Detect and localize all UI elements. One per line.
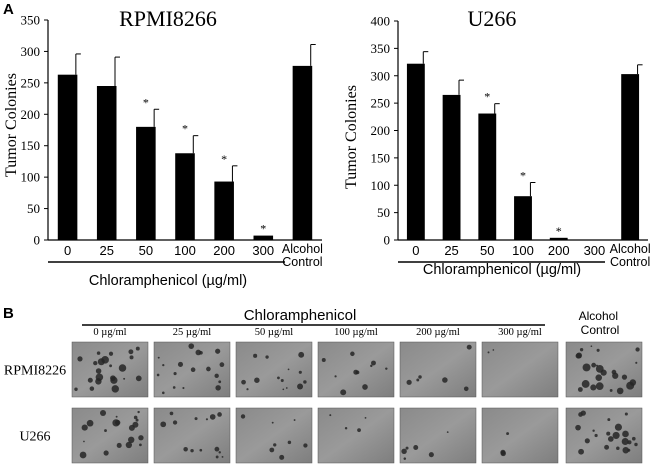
significance-marker: * bbox=[143, 95, 149, 109]
concentration-label: 300 µg/ml bbox=[498, 327, 542, 338]
micrograph-image bbox=[153, 407, 231, 464]
x-tick-label: Alcohol Control bbox=[282, 242, 323, 269]
micrograph-panel: Chloramphenicol 0 µg/ml 25 µg/ml 50 µg/ml 1… bbox=[4, 307, 643, 464]
concentration-label: 200 µg/ml bbox=[416, 327, 460, 338]
x-tick-label: 25 bbox=[99, 243, 113, 258]
y-tick-label: 350 bbox=[21, 13, 41, 28]
x-tick-label: 300 bbox=[252, 243, 274, 258]
micrograph-image bbox=[153, 341, 231, 398]
y-tick-label: 300 bbox=[21, 44, 41, 59]
y-tick-label: 200 bbox=[21, 107, 41, 122]
x-tick-label: 100 bbox=[174, 243, 196, 258]
y-tick-label: 150 bbox=[21, 138, 41, 153]
significance-marker: * bbox=[520, 169, 526, 183]
x-tick-label: 25 bbox=[444, 243, 458, 258]
y-tick-label: 350 bbox=[371, 41, 391, 56]
significance-marker: * bbox=[484, 90, 490, 104]
x-tick-label: 200 bbox=[213, 243, 235, 258]
x-tick-label: 0 bbox=[412, 243, 419, 258]
bar bbox=[549, 237, 568, 240]
y-tick-label: 250 bbox=[21, 75, 41, 90]
concentration-label: 100 µg/ml bbox=[334, 327, 378, 338]
micrograph-image bbox=[399, 341, 477, 398]
bar bbox=[136, 126, 156, 240]
cell-line-label: U266 bbox=[19, 430, 50, 445]
bar bbox=[96, 86, 117, 240]
x-tick-label: 200 bbox=[548, 243, 570, 258]
micrograph-image bbox=[317, 341, 395, 398]
micrograph-image bbox=[235, 407, 313, 464]
bar bbox=[292, 65, 313, 240]
group-label: Chloramphenicol bbox=[244, 307, 357, 324]
y-tick-label: 100 bbox=[371, 178, 391, 193]
chart-title: RPMI8266 bbox=[119, 6, 217, 31]
y-tick-label: 150 bbox=[371, 150, 391, 165]
panel-b-label: B bbox=[3, 305, 14, 322]
y-tick-label: 200 bbox=[371, 123, 391, 138]
cell-line-label: RPMI8226 bbox=[4, 364, 66, 379]
significance-marker: * bbox=[221, 152, 227, 166]
micrograph-image bbox=[235, 341, 313, 398]
bar bbox=[175, 153, 195, 240]
x-tick-label: 100 bbox=[512, 243, 534, 258]
significance-marker: * bbox=[556, 224, 562, 238]
concentration-label: 0 µg/ml bbox=[93, 327, 126, 338]
x-tick-label: 50 bbox=[480, 243, 494, 258]
micrograph-image bbox=[481, 341, 559, 398]
chart-u266: U266 Tumor Colonies Chloramphenicol (µg/… bbox=[343, 6, 650, 278]
significance-marker: * bbox=[260, 222, 266, 236]
y-tick-label: 0 bbox=[34, 233, 41, 248]
bar bbox=[214, 181, 234, 240]
concentration-label: 25 µg/ml bbox=[173, 327, 212, 338]
bar bbox=[406, 63, 425, 240]
micrograph-image bbox=[317, 407, 395, 464]
micrograph-image bbox=[399, 407, 477, 464]
y-tick-label: 50 bbox=[27, 201, 40, 216]
chart-rpmi8266: RPMI8266 Tumor Colonies Chloramphenicol … bbox=[3, 6, 323, 289]
y-tick-label: 50 bbox=[377, 205, 390, 220]
x-tick-label: 50 bbox=[139, 243, 153, 258]
bar bbox=[57, 74, 78, 240]
y-axis-label: Tumor Colonies bbox=[343, 85, 360, 189]
bar bbox=[514, 196, 532, 240]
bar bbox=[442, 94, 461, 240]
chart-title: U266 bbox=[468, 6, 517, 31]
micrograph-image bbox=[71, 407, 149, 464]
y-tick-label: 250 bbox=[371, 96, 391, 111]
bar bbox=[253, 235, 274, 240]
x-axis-label: Chloramphenicol (µg/ml) bbox=[89, 273, 247, 289]
y-tick-label: 100 bbox=[21, 170, 41, 185]
bar bbox=[478, 113, 497, 240]
x-tick-label: 300 bbox=[584, 243, 606, 258]
concentration-label: 50 µg/ml bbox=[255, 327, 294, 338]
micrograph-image bbox=[565, 341, 643, 398]
control-label: Alcohol Control bbox=[579, 309, 622, 337]
micrograph-image bbox=[565, 407, 643, 464]
y-tick-label: 400 bbox=[371, 14, 391, 29]
y-tick-label: 300 bbox=[371, 68, 391, 83]
panel-a-label: A bbox=[3, 1, 14, 18]
x-axis-label: Chloramphenicol (µg/ml) bbox=[423, 262, 581, 278]
bar bbox=[621, 74, 640, 240]
y-axis-label: Tumor Colonies bbox=[3, 73, 20, 177]
micrograph-image bbox=[481, 407, 559, 464]
significance-marker: * bbox=[182, 122, 188, 136]
x-tick-label: 0 bbox=[64, 243, 71, 258]
micrograph-image bbox=[71, 341, 149, 398]
x-tick-label: Alcohol Control bbox=[610, 242, 650, 269]
y-tick-label: 0 bbox=[384, 233, 391, 248]
